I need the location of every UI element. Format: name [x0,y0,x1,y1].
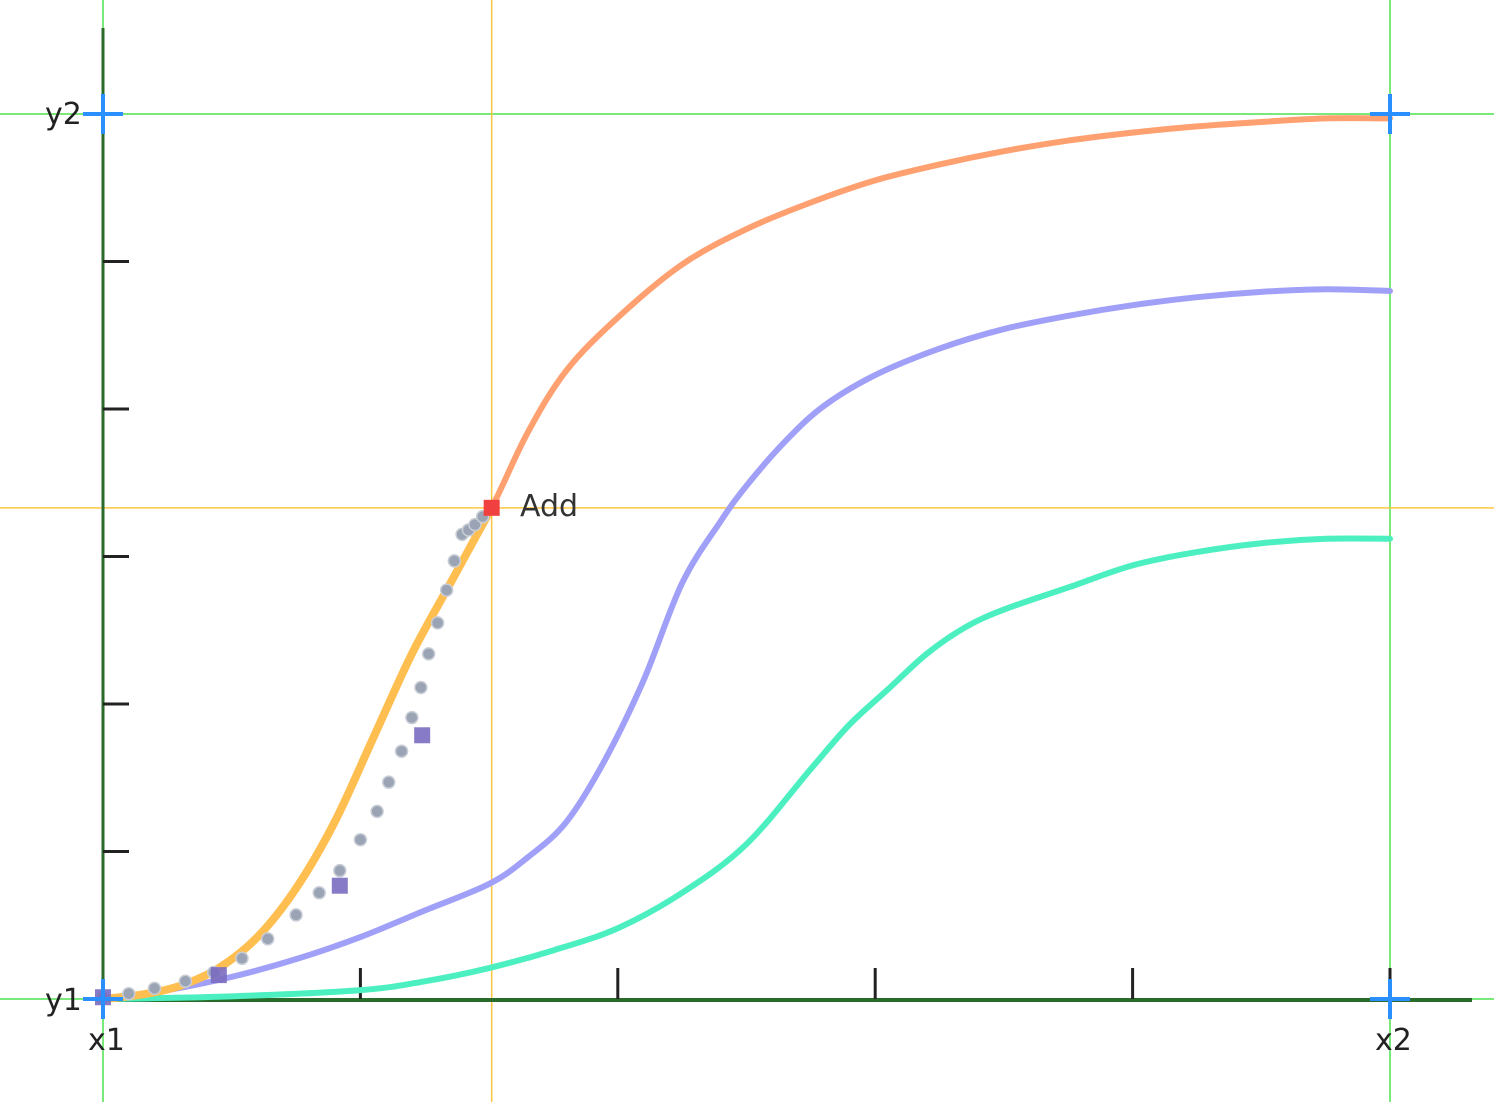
path-dot[interactable] [333,863,347,878]
series-group [99,115,1393,1003]
control-point-marker[interactable] [414,727,431,744]
path-dot[interactable] [312,886,326,900]
control-point-marker[interactable] [331,877,348,894]
path-dot[interactable] [260,932,275,946]
path-dot[interactable] [447,554,462,568]
overlay-markers[interactable] [95,499,500,1006]
path-dot[interactable] [439,583,454,597]
axes [101,28,1472,1002]
path-dot[interactable] [370,804,384,819]
path-dot[interactable] [430,616,445,630]
control-point-marker[interactable] [210,967,227,984]
x-end-label: x2 [1375,1023,1412,1058]
path-dot[interactable] [468,517,482,532]
path-dot[interactable] [405,710,419,725]
path-dot[interactable] [178,974,193,989]
path-dot[interactable] [289,908,303,922]
add-point-marker[interactable] [483,499,500,516]
series-line-green [100,535,1393,1002]
series-line-blue [100,286,1393,1002]
x-start-label: x1 [88,1023,125,1058]
path-dot[interactable] [121,986,136,1001]
path-dot[interactable] [394,744,409,758]
path-dot[interactable] [235,951,249,966]
series-line-orange [100,115,1393,1002]
corner-crosses[interactable] [83,94,1410,1019]
path-dot[interactable] [414,680,428,695]
path-dot[interactable] [147,981,162,996]
path-dot[interactable] [381,775,396,789]
path-dot[interactable] [353,832,368,847]
y-end-label: y2 [45,97,82,132]
path-dot[interactable] [421,647,436,661]
add-label[interactable]: Add [520,489,578,524]
highlighted-segment [99,503,496,1003]
y-start-label: y1 [45,983,82,1018]
